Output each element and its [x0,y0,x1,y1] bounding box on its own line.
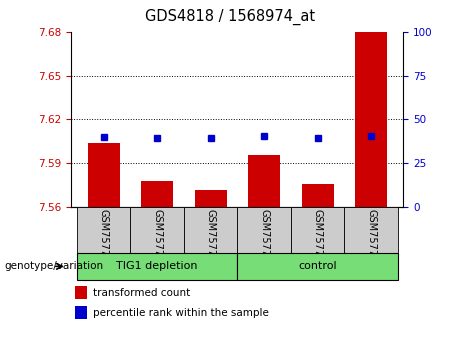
Bar [184,207,237,253]
Text: GSM757755: GSM757755 [259,210,269,269]
Bar [77,253,237,280]
Bar [77,207,130,253]
Bar [141,181,173,207]
Bar [248,154,280,207]
Bar [237,253,398,280]
Text: GSM757756: GSM757756 [313,210,323,269]
Bar [75,286,87,299]
Bar [344,207,398,253]
Bar [355,32,387,207]
Text: GSM757759: GSM757759 [152,210,162,269]
Bar [301,184,334,207]
Bar [75,306,87,319]
Text: GSM757758: GSM757758 [99,210,109,269]
Text: percentile rank within the sample: percentile rank within the sample [94,308,269,318]
Text: GSM757757: GSM757757 [366,210,376,269]
Bar [237,207,291,253]
Bar [130,207,184,253]
Text: GSM757760: GSM757760 [206,210,216,269]
Bar [88,143,120,207]
Bar [291,207,344,253]
Text: GDS4818 / 1568974_at: GDS4818 / 1568974_at [145,9,316,25]
Text: TIG1 depletion: TIG1 depletion [116,261,198,272]
Text: control: control [298,261,337,272]
Text: transformed count: transformed count [94,287,190,298]
Bar [195,189,227,207]
Text: genotype/variation: genotype/variation [5,261,104,272]
